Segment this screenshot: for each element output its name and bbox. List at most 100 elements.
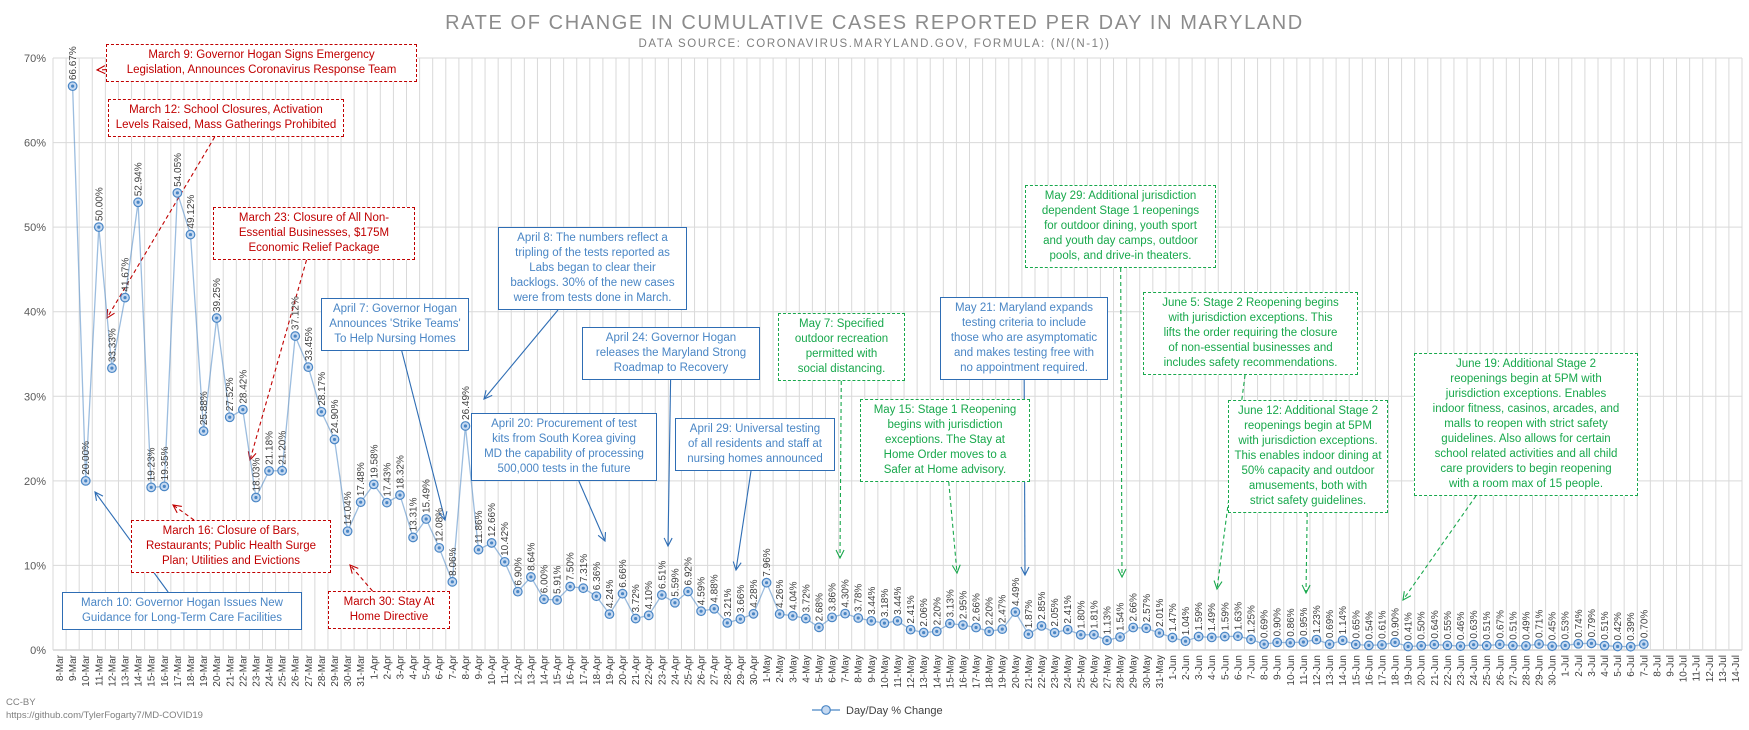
x-tick-label: 10-Jun <box>1286 655 1297 686</box>
data-point-center <box>778 612 782 616</box>
x-tick-label: 11-May <box>893 655 904 688</box>
annotation-text-line: malls to reopen with strict safety <box>1444 418 1608 430</box>
annotation-text-line: March 10: Governor Hogan Issues New <box>81 597 283 609</box>
x-tick-label: 2-May <box>775 655 786 683</box>
annotation-text-line: no appointment required. <box>960 362 1088 374</box>
data-label: 33.33% <box>107 328 118 362</box>
data-label: 0.49% <box>1521 611 1532 639</box>
x-tick-label: 24-May <box>1063 655 1074 688</box>
x-tick-label: 22-Mar <box>238 654 249 686</box>
annotation-text-line: Home Order moves to a <box>883 449 1007 461</box>
annotation-text-line: March 23: Closure of All Non- <box>238 212 390 224</box>
annotation-text-line: Plan; Utilities and Evictions <box>161 555 301 567</box>
data-point-center <box>1000 627 1004 631</box>
data-label: 0.79% <box>1587 609 1598 637</box>
data-label: 4.24% <box>605 580 616 608</box>
annotation-text-line: Essential Businesses, $175M <box>238 227 390 239</box>
x-tick-label: 29-Jun <box>1535 655 1546 686</box>
annotation-arrow <box>839 380 842 559</box>
data-label: 1.04% <box>1181 607 1192 635</box>
annotation-arrow <box>349 564 373 592</box>
x-tick-label: 28-Mar <box>317 654 328 686</box>
x-tick-label: 16-Mar <box>160 654 171 686</box>
annotation-text-line: May 29: Additional jurisdiction <box>1044 190 1197 202</box>
data-label: 6.00% <box>539 565 550 593</box>
data-point-center <box>332 437 337 442</box>
data-point-center <box>71 84 75 88</box>
data-point-center <box>385 500 389 505</box>
data-point-center <box>188 232 193 237</box>
annotation-arrow <box>1120 267 1123 578</box>
annotation-text-line: June 5: Stage 2 Reopening begins <box>1162 297 1339 309</box>
x-tick-label: 3-May <box>788 655 799 683</box>
data-label: 39.25% <box>212 278 223 312</box>
x-tick-label: 16-Jun <box>1364 655 1375 686</box>
data-point-center <box>764 581 769 585</box>
data-label: 3.78% <box>854 584 865 612</box>
data-point-center <box>201 429 206 433</box>
annotation-may15: May 15: Stage 1 Reopening begins with jur… <box>860 399 1030 482</box>
data-point-center <box>908 628 913 632</box>
annotation-text-line: To Help Nursing Homes <box>334 333 456 345</box>
x-tick-label: 27-Jun <box>1508 655 1519 686</box>
annotation-apr7: April 7: Governor Hogan Announces 'Strike… <box>321 298 469 351</box>
data-point-center <box>372 482 376 487</box>
data-label: 0.65% <box>1351 610 1362 638</box>
data-label: 2.66% <box>972 593 983 621</box>
annotation-text-line: tripling of the tests reported as <box>515 247 670 259</box>
data-label: 19.35% <box>160 446 171 480</box>
x-tick-label: 21-Mar <box>225 654 236 686</box>
data-label: 0.61% <box>1377 610 1388 638</box>
data-label: 1.81% <box>1089 600 1100 628</box>
data-point-center <box>123 295 127 300</box>
data-point-center <box>1432 642 1436 647</box>
data-point-center <box>136 200 140 204</box>
data-point-center <box>555 598 559 602</box>
annotation-text-line: May 15: Stage 1 Reopening <box>873 404 1017 416</box>
data-point-center <box>634 616 638 621</box>
x-tick-label: 23-Jun <box>1456 655 1467 686</box>
annotation-text-line: with jurisdiction exceptions. <box>1238 435 1378 447</box>
data-point-center <box>1445 643 1450 647</box>
annotation-arrowhead <box>1020 566 1030 577</box>
annotation-arrow <box>1305 512 1308 594</box>
annotation-text-line: permitted with <box>805 348 878 360</box>
data-point-center <box>1576 642 1580 646</box>
data-point-center <box>1079 633 1083 637</box>
x-tick-label: 31-Mar <box>356 654 367 686</box>
annotation-arrowhead <box>1213 580 1223 591</box>
x-tick-label: 22-Apr <box>644 654 655 685</box>
x-tick-label: 25-May <box>1076 655 1087 688</box>
x-tick-label: 24-Apr <box>670 654 681 685</box>
data-label: 1.80% <box>1076 600 1087 628</box>
data-label: 1.59% <box>1220 602 1231 630</box>
annotation-text-line: with jurisdiction exceptions. This <box>1168 312 1333 324</box>
annotation-text-line: with a room max of 15 people. <box>1448 478 1604 490</box>
y-tick-label: 50% <box>24 222 46 234</box>
annotation-text-line: and youth day camps, outdoor <box>1043 235 1198 247</box>
x-tick-label: 4-May <box>801 655 812 683</box>
annotation-arrowhead <box>1301 584 1311 595</box>
x-tick-label: 3-Apr <box>395 654 406 679</box>
x-tick-label: 25-Apr <box>684 654 695 685</box>
data-label: 21.18% <box>265 431 276 465</box>
annotation-jun12: June 12: Additional Stage 2 reopenings be… <box>1228 400 1388 513</box>
annotation-text-line: of all residents and staff at <box>687 438 823 450</box>
x-tick-label: 6-May <box>828 655 839 683</box>
y-tick-label: 0% <box>30 645 46 657</box>
annotation-arrowhead <box>483 390 493 400</box>
data-point-center <box>1354 642 1358 647</box>
annotation-text-line: April 29: Universal testing <box>689 423 821 435</box>
x-tick-label: 12-Apr <box>513 654 524 685</box>
data-point-center <box>895 619 900 623</box>
x-tick-label: 30-May <box>1142 655 1153 688</box>
x-tick-label: 12-Jun <box>1312 655 1323 686</box>
x-tick-label: 13-May <box>919 655 930 688</box>
x-tick-label: 7-Jul <box>1639 655 1650 677</box>
annotation-text-line: school related activities and all child <box>1434 448 1618 460</box>
x-tick-label: 19-Mar <box>199 654 210 686</box>
x-tick-label: 28-May <box>1116 655 1127 688</box>
annotation-text-line: those who are asymptomatic <box>950 332 1098 344</box>
annotation-text-line: Economic Relief Package <box>248 242 380 254</box>
data-label: 0.51% <box>1508 611 1519 639</box>
